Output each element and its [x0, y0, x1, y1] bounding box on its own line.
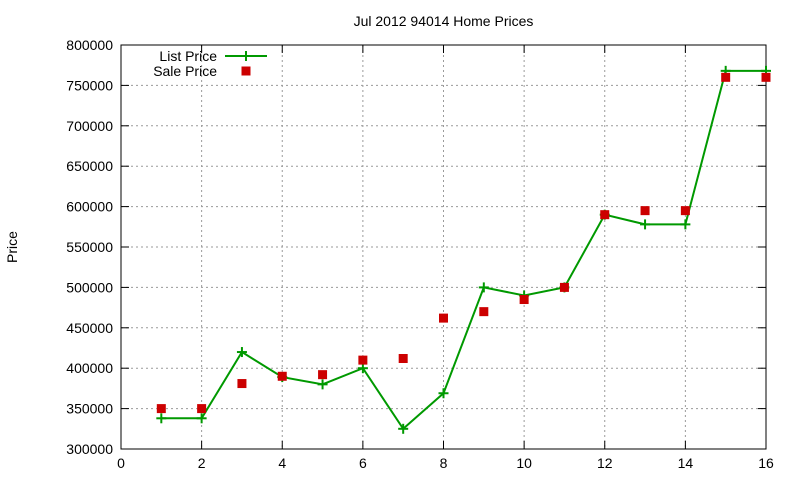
legend-label-sale-price: Sale Price	[153, 63, 217, 79]
list-price-point	[357, 363, 368, 374]
x-tick-label: 6	[359, 455, 367, 471]
x-tick-label: 10	[516, 455, 532, 471]
y-tick-label: 700000	[66, 118, 113, 134]
sale-price-point	[479, 307, 489, 317]
sale-price-point	[721, 72, 731, 82]
list-price-point	[680, 219, 691, 230]
y-tick-label: 650000	[66, 158, 113, 174]
sale-price-point	[237, 379, 247, 389]
sale-price-point	[277, 371, 287, 381]
list-price-line	[161, 69, 766, 431]
x-tick-label: 0	[117, 455, 125, 471]
x-tick-label: 14	[678, 455, 694, 471]
x-tick-label: 12	[597, 455, 613, 471]
y-tick-label: 800000	[66, 37, 113, 53]
list-price-point	[398, 423, 409, 434]
x-tick-label: 16	[758, 455, 774, 471]
legend-label-list-price: List Price	[159, 48, 217, 64]
list-price-point	[196, 413, 207, 424]
sale-price-point	[197, 404, 207, 414]
list-price-point	[317, 379, 328, 390]
sale-price-point	[680, 206, 690, 216]
sale-price-point	[600, 210, 610, 220]
chart-title: Jul 2012 94014 Home Prices	[354, 13, 534, 29]
series-list-price	[156, 65, 771, 434]
y-tick-label: 750000	[66, 77, 113, 93]
sale-price-point	[559, 282, 569, 292]
y-tick-label: 550000	[66, 239, 113, 255]
legend: List Price Sale Price	[153, 48, 267, 79]
sale-price-point	[398, 354, 408, 364]
y-tick-label: 600000	[66, 199, 113, 215]
sale-price-point	[640, 206, 650, 216]
sale-price-point	[519, 295, 529, 305]
series-sale-price	[156, 72, 771, 414]
y-tick-label: 400000	[66, 360, 113, 376]
y-tick-label: 500000	[66, 279, 113, 295]
legend-swatch-list-price-marker	[241, 51, 251, 61]
sale-price-point	[156, 404, 166, 414]
list-price-point	[438, 388, 449, 399]
y-axis-label: Price	[4, 231, 20, 263]
sale-price-point	[318, 370, 328, 380]
y-tick-label: 350000	[66, 401, 113, 417]
sale-price-point	[439, 313, 448, 323]
list-price-point	[640, 219, 651, 230]
legend-swatch-sale-price-marker	[241, 66, 251, 76]
x-tick-label: 8	[440, 455, 448, 471]
x-tick-label: 4	[278, 455, 286, 471]
list-price-point	[236, 347, 247, 358]
tick-layer: 300000 350000 400000 450000 500000 550000 6000…	[66, 37, 774, 471]
y-tick-label: 450000	[66, 320, 113, 336]
list-price-point	[156, 413, 167, 424]
series-layer	[156, 65, 771, 434]
x-tick-label: 2	[198, 455, 206, 471]
list-price-point	[478, 282, 489, 293]
sale-price-point	[358, 355, 368, 365]
y-tick-label: 300000	[66, 441, 113, 457]
sale-price-point	[761, 72, 771, 82]
